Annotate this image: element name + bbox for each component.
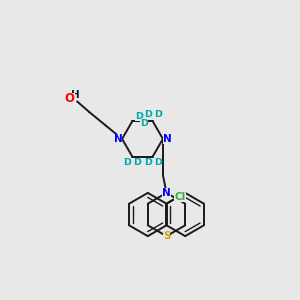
Text: D: D xyxy=(123,158,131,167)
Text: D: D xyxy=(135,112,143,121)
Text: D: D xyxy=(140,118,148,127)
Text: D: D xyxy=(134,158,141,167)
Text: N: N xyxy=(113,134,122,144)
Text: D: D xyxy=(154,158,162,167)
Text: Cl: Cl xyxy=(174,192,186,202)
Text: H: H xyxy=(71,90,80,100)
Text: O: O xyxy=(64,92,75,106)
Text: D: D xyxy=(144,158,152,167)
Text: D: D xyxy=(154,110,162,119)
Text: N: N xyxy=(162,188,171,198)
Text: D: D xyxy=(144,110,152,119)
Text: N: N xyxy=(163,134,172,144)
Text: S: S xyxy=(163,231,170,242)
